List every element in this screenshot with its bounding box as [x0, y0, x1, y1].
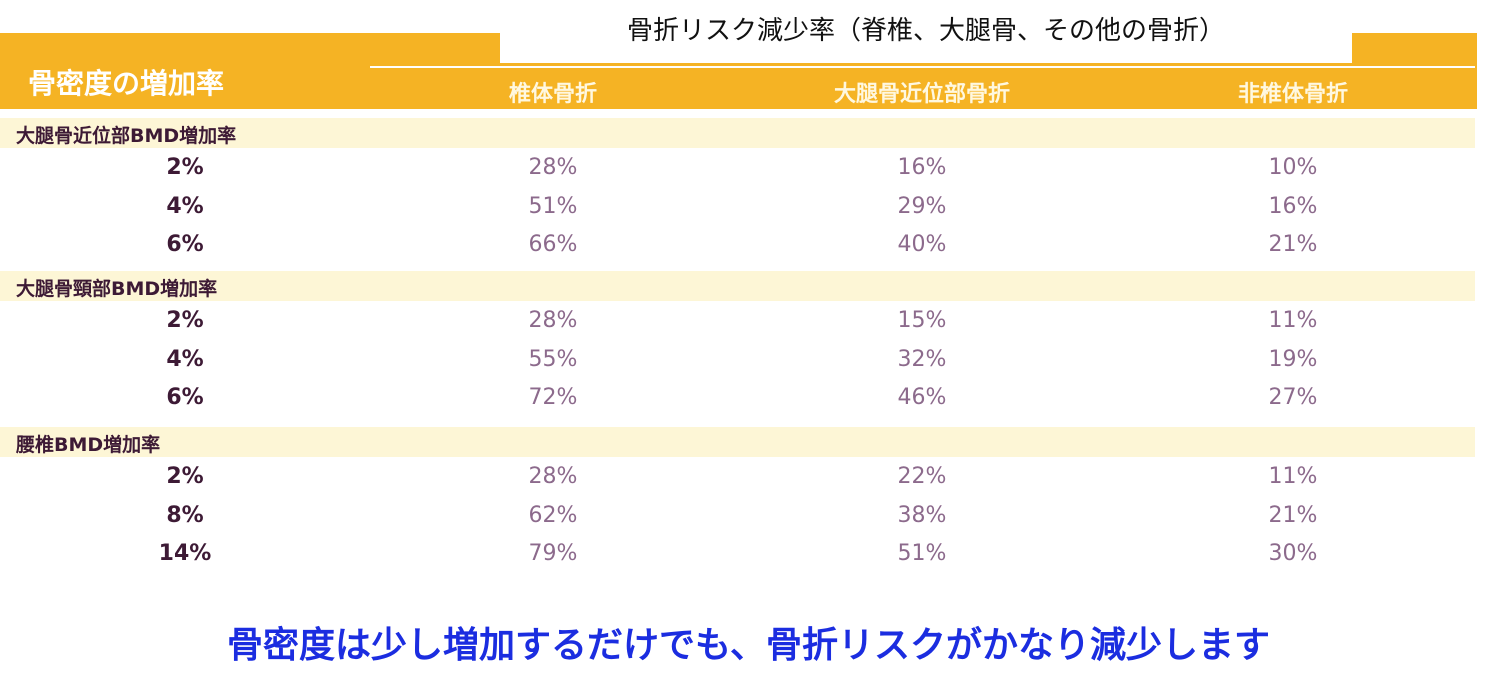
row-label: 14%	[158, 541, 212, 566]
cell-value: 21%	[1268, 502, 1318, 528]
column-header: 大腿骨近位部骨折	[833, 82, 1010, 107]
row-label: 2%	[166, 308, 204, 333]
table-title: 骨折リスク減少率（脊椎、大腿骨、その他の骨折）	[626, 16, 1225, 46]
cell-value: 28%	[528, 155, 578, 180]
header-rule	[370, 66, 1475, 68]
cell-value: 32%	[897, 346, 947, 372]
cell-value: 10%	[1268, 155, 1318, 180]
group-band	[0, 118, 1475, 148]
cell-value: 19%	[1268, 346, 1318, 372]
cell-value: 62%	[528, 502, 578, 528]
column-header: 椎体骨折	[508, 82, 597, 107]
cell-value: 16%	[1268, 193, 1318, 219]
cell-value: 51%	[528, 193, 578, 219]
cell-value: 11%	[1268, 308, 1318, 333]
group-band	[0, 427, 1475, 457]
footer-note: 骨密度は少し増加するだけでも、骨折リスクがかなり減少します	[227, 625, 1270, 666]
group-label: 大腿骨近位部BMD増加率	[16, 125, 237, 147]
cell-value: 29%	[897, 193, 947, 219]
cell-value: 66%	[528, 232, 578, 257]
row-label: 2%	[166, 155, 204, 180]
row-label: 6%	[166, 232, 204, 257]
row-label: 2%	[166, 464, 204, 489]
group-label: 大腿骨頸部BMD増加率	[16, 278, 218, 300]
cell-value: 22%	[897, 464, 947, 489]
row-label: 4%	[166, 346, 204, 372]
cell-value: 55%	[528, 346, 578, 372]
cell-value: 16%	[897, 155, 947, 180]
cell-value: 27%	[1268, 385, 1318, 410]
cell-value: 15%	[897, 308, 947, 333]
group-band	[0, 271, 1475, 301]
row-label: 8%	[166, 502, 204, 528]
group-label: 腰椎BMD増加率	[16, 434, 161, 456]
cell-value: 72%	[528, 385, 578, 410]
title-tab	[500, 0, 1352, 63]
cell-value: 51%	[897, 541, 947, 566]
cell-value: 79%	[528, 541, 578, 566]
cell-value: 28%	[528, 308, 578, 333]
cell-value: 28%	[528, 464, 578, 489]
row-label: 4%	[166, 193, 204, 219]
column-header: 非椎体骨折	[1237, 82, 1348, 107]
row-label: 6%	[166, 385, 204, 410]
cell-value: 40%	[897, 232, 947, 257]
cell-value: 30%	[1268, 541, 1318, 566]
cell-value: 38%	[897, 502, 947, 528]
cell-value: 11%	[1268, 464, 1318, 489]
row-header: 骨密度の増加率	[28, 67, 225, 100]
cell-value: 46%	[897, 385, 947, 410]
cell-value: 21%	[1268, 232, 1318, 257]
